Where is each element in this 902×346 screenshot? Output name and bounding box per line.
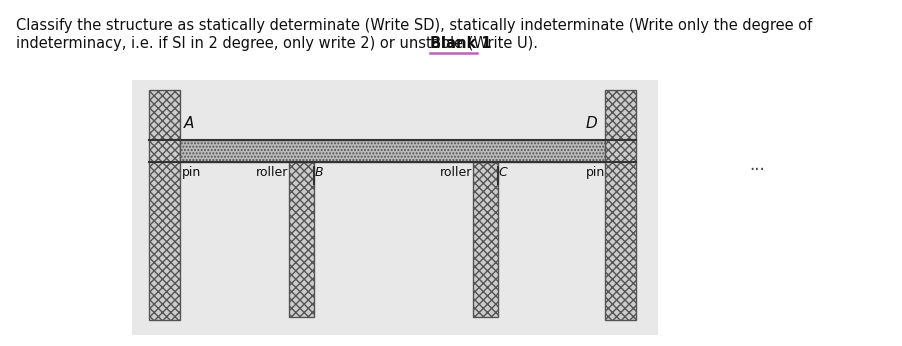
Bar: [290, 162, 314, 317]
Text: D: D: [585, 116, 597, 131]
Text: roller: roller: [256, 166, 289, 179]
Bar: [474, 162, 498, 317]
Text: Blank 1: Blank 1: [429, 36, 492, 51]
Text: indeterminacy, i.e. if SI in 2 degree, only write 2) or unstable (Write U).: indeterminacy, i.e. if SI in 2 degree, o…: [15, 36, 542, 51]
Text: roller: roller: [440, 166, 473, 179]
Text: pin: pin: [181, 166, 201, 179]
Text: C: C: [499, 166, 508, 179]
Text: B: B: [315, 166, 324, 179]
Text: A: A: [184, 116, 195, 131]
Bar: [149, 90, 179, 320]
Text: ...: ...: [750, 156, 766, 174]
Bar: [179, 140, 605, 162]
Bar: [605, 90, 636, 320]
Text: pin: pin: [585, 166, 605, 179]
Bar: [132, 80, 658, 335]
Text: Classify the structure as statically determinate (Write SD), statically indeterm: Classify the structure as statically det…: [15, 18, 812, 33]
